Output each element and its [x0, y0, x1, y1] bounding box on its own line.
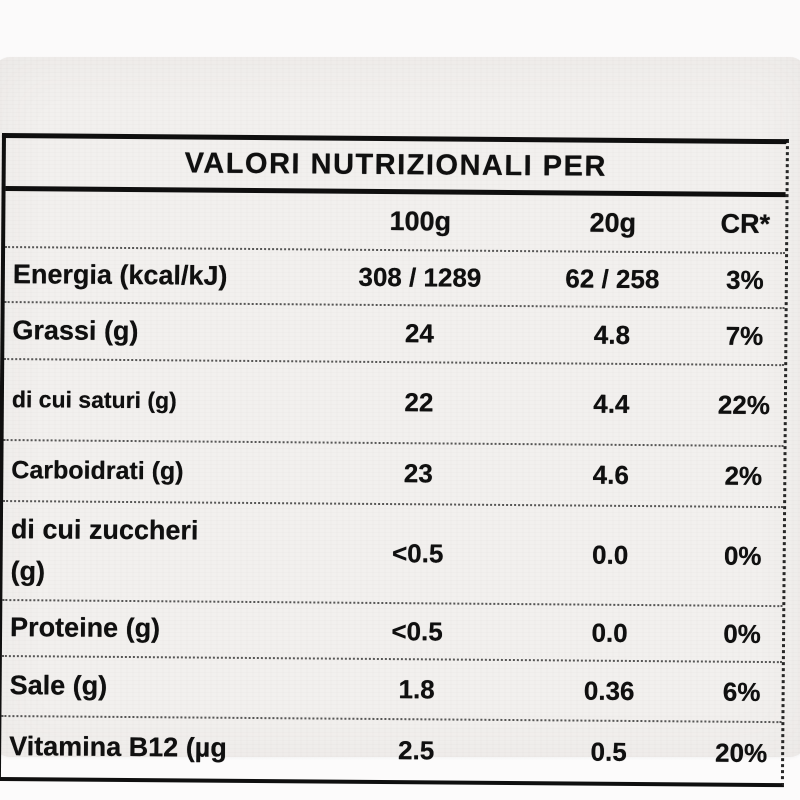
- column-header-20g: 20g: [589, 207, 637, 238]
- value-cr-percent: 0%: [723, 618, 761, 649]
- value-per-20g: 4.4: [593, 388, 630, 419]
- row-label: di cui zuccheri (g): [10, 513, 199, 586]
- value-per-100g: <0.5: [391, 615, 443, 646]
- value-cr-percent: 22%: [717, 389, 771, 421]
- row-label: Carboidrati (g): [11, 456, 184, 486]
- nutrition-label-sticker: VALORI NUTRIZIONALI PER 100g 20g CR* Ene…: [0, 57, 800, 788]
- header-spacer: [5, 219, 320, 221]
- table-title: VALORI NUTRIZIONALI PER: [184, 147, 607, 183]
- value-per-100g: 23: [403, 458, 433, 489]
- table-row-saturi: di cui saturi (g) 22 4.4 22%: [3, 360, 785, 448]
- value-cr-percent: 2%: [724, 460, 763, 491]
- row-label: Vitamina B12 (µg: [9, 731, 227, 763]
- row-label: Proteine (g): [10, 612, 161, 644]
- table-row-energia: Energia (kcal/kJ) 308 / 1289 62 / 258 3%: [4, 248, 786, 310]
- value-per-100g: 24: [404, 318, 435, 349]
- row-label: Energia (kcal/kJ): [12, 258, 228, 291]
- value-per-20g: 0.36: [583, 675, 635, 706]
- value-cr-percent: 20%: [715, 737, 768, 768]
- table-row-sale: Sale (g) 1.8 0.36 6%: [1, 657, 782, 724]
- value-per-100g: <0.5: [391, 538, 444, 569]
- table-title-row: VALORI NUTRIZIONALI PER: [5, 138, 786, 198]
- value-cr-percent: 6%: [722, 676, 761, 707]
- value-per-20g: 4.6: [592, 459, 630, 490]
- value-cr-percent: 0%: [723, 540, 762, 571]
- value-per-20g: 0.0: [591, 617, 628, 648]
- row-label: Sale (g): [9, 670, 108, 701]
- table-row-vitamina-b12: Vitamina B12 (µg 2.5 0.5 20%: [1, 717, 781, 783]
- table-row-grassi: Grassi (g) 24 4.8 7%: [4, 303, 785, 367]
- value-per-100g: 1.8: [398, 673, 435, 704]
- nutrition-facts-table: VALORI NUTRIZIONALI PER 100g 20g CR* Ene…: [0, 133, 789, 788]
- value-cr-percent: 3%: [725, 264, 764, 295]
- table-row-proteine: Proteine (g) <0.5 0.0 0%: [1, 601, 783, 664]
- column-header-cr: CR*: [720, 208, 771, 240]
- value-cr-percent: 7%: [725, 320, 764, 351]
- row-label: Grassi (g): [12, 314, 139, 346]
- table-row-carboidrati: Carboidrati (g) 23 4.6 2%: [3, 441, 784, 509]
- value-per-100g: 2.5: [397, 734, 435, 765]
- value-per-100g: 22: [404, 387, 434, 418]
- value-per-20g: 62 / 258: [565, 263, 660, 295]
- column-header-row: 100g 20g CR*: [5, 191, 786, 255]
- value-per-20g: 0.5: [590, 736, 627, 767]
- value-per-100g: 308 / 1289: [358, 261, 482, 293]
- table-row-zuccheri: di cui zuccheri (g) <0.5 0.0 0%: [2, 502, 784, 608]
- row-label: di cui saturi (g): [11, 385, 177, 414]
- column-header-100g: 100g: [389, 206, 452, 237]
- value-per-20g: 0.0: [592, 539, 629, 570]
- value-per-20g: 4.8: [593, 319, 631, 350]
